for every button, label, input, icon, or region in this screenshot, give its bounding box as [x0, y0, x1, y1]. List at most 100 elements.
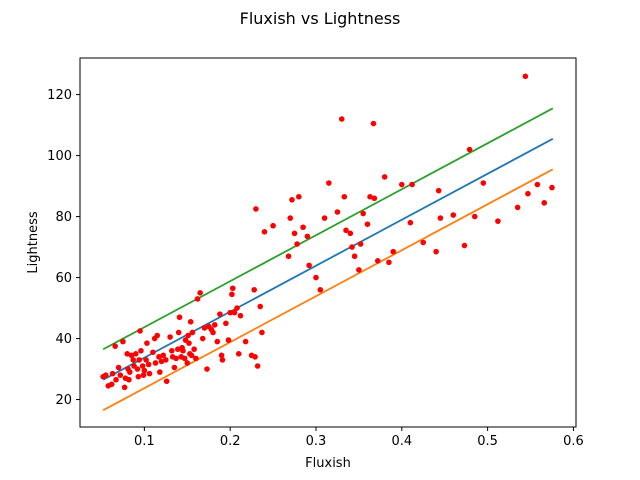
x-axis-label: Fluxish [305, 456, 351, 471]
scatter-point [117, 372, 124, 378]
scatter-point [169, 347, 175, 354]
y-axis-label: Lightness [26, 211, 41, 273]
scatter-point [367, 193, 373, 200]
scatter-point [152, 360, 159, 366]
scatter-point [437, 215, 444, 221]
scatter-point [175, 346, 181, 353]
scatter-point [138, 347, 144, 354]
scatter-point [289, 197, 295, 203]
scatter-point [386, 259, 392, 266]
fit-lines [102, 107, 554, 412]
scatter-point [219, 357, 226, 363]
fit-line-1 [102, 138, 554, 381]
scatter-point [306, 262, 312, 269]
scatter-point [115, 364, 122, 371]
scatter-point [102, 372, 109, 378]
x-tick-label: 0.5 [477, 434, 498, 449]
scatter-point [185, 332, 191, 339]
scatter-point [285, 253, 292, 260]
scatter-point [201, 325, 208, 331]
scatter-point [390, 248, 397, 255]
scatter-point [112, 343, 118, 349]
scatter-point [317, 286, 324, 293]
scatter-point [381, 174, 388, 180]
x-tick-label: 0.3 [306, 434, 327, 449]
scatter-point [334, 209, 341, 215]
scatter-point [186, 340, 192, 346]
scatter-point [193, 355, 199, 362]
scatter-point [253, 206, 259, 212]
scatter-point [304, 233, 311, 240]
scatter-point [126, 376, 132, 383]
scatter-point [242, 338, 249, 345]
scatter-point [158, 358, 165, 365]
scatter-point [187, 318, 194, 325]
scatter-point [461, 242, 468, 249]
scatter-point [229, 291, 235, 298]
scatter-point [180, 347, 186, 354]
scatter-point [259, 329, 265, 336]
scatter-point [157, 369, 163, 375]
scatter-point [254, 363, 261, 369]
y-tick-label: 80 [55, 210, 72, 225]
scatter-point [300, 224, 306, 231]
scatter-point [549, 184, 555, 191]
scatter-point [287, 215, 294, 221]
scatter-point [156, 354, 162, 360]
scatter-point [132, 351, 139, 357]
scatter-point [450, 212, 457, 218]
scatter-point [160, 352, 167, 359]
scatter-point [184, 360, 191, 366]
chart-title: Fluxish vs Lightness [240, 9, 401, 28]
scatter-point [338, 116, 345, 122]
scatter-points [100, 73, 555, 391]
scatter-point [357, 241, 364, 247]
scatter-point [217, 311, 223, 317]
scatter-point [126, 369, 133, 375]
scatter-point [181, 355, 188, 362]
scatter-point [188, 352, 195, 359]
scatter-point [257, 303, 264, 310]
scatter-point [137, 328, 143, 334]
scatter-point [121, 384, 128, 391]
scatter-point [128, 352, 135, 359]
scatter-point [141, 367, 148, 374]
scatter-point [191, 346, 197, 353]
scatter-point [541, 200, 548, 206]
scatter-point [145, 361, 152, 368]
scatter-point [522, 73, 529, 80]
scatter-point [199, 335, 206, 342]
scatter-point [234, 305, 240, 311]
scatter-point [534, 181, 541, 188]
scatter-point [514, 204, 521, 211]
scatter-point [154, 332, 161, 339]
scatter-point [120, 338, 126, 345]
scatter-point [525, 190, 531, 197]
scatter-point [204, 366, 210, 372]
scatter-point [407, 219, 414, 226]
x-tick-label: 0.1 [134, 434, 155, 449]
scatter-point [370, 120, 377, 127]
scatter-point [218, 352, 225, 359]
scatter-point [409, 181, 415, 188]
scatter-point [140, 372, 147, 378]
y-tick-label: 120 [47, 88, 72, 103]
y-tick-label: 60 [55, 271, 72, 286]
scatter-point [146, 370, 153, 377]
scatter-point [326, 180, 332, 186]
scatter-point [294, 241, 300, 247]
scatter-point [270, 222, 276, 229]
scatter-point [296, 193, 302, 200]
scatter-point [113, 376, 119, 383]
scatter-point [108, 381, 115, 388]
scatter-point [173, 355, 179, 362]
scatter-point [134, 366, 141, 372]
scatter-point [351, 253, 358, 260]
scatter-point [176, 314, 183, 321]
x-tick-label: 0.2 [220, 434, 241, 449]
scatter-point [163, 378, 170, 385]
scatter-point [124, 351, 130, 357]
scatter-point [167, 334, 173, 340]
x-axis-ticks: 0.1 0.2 0.3 0.4 0.5 0.6 [134, 427, 584, 449]
scatter-point [349, 244, 355, 250]
